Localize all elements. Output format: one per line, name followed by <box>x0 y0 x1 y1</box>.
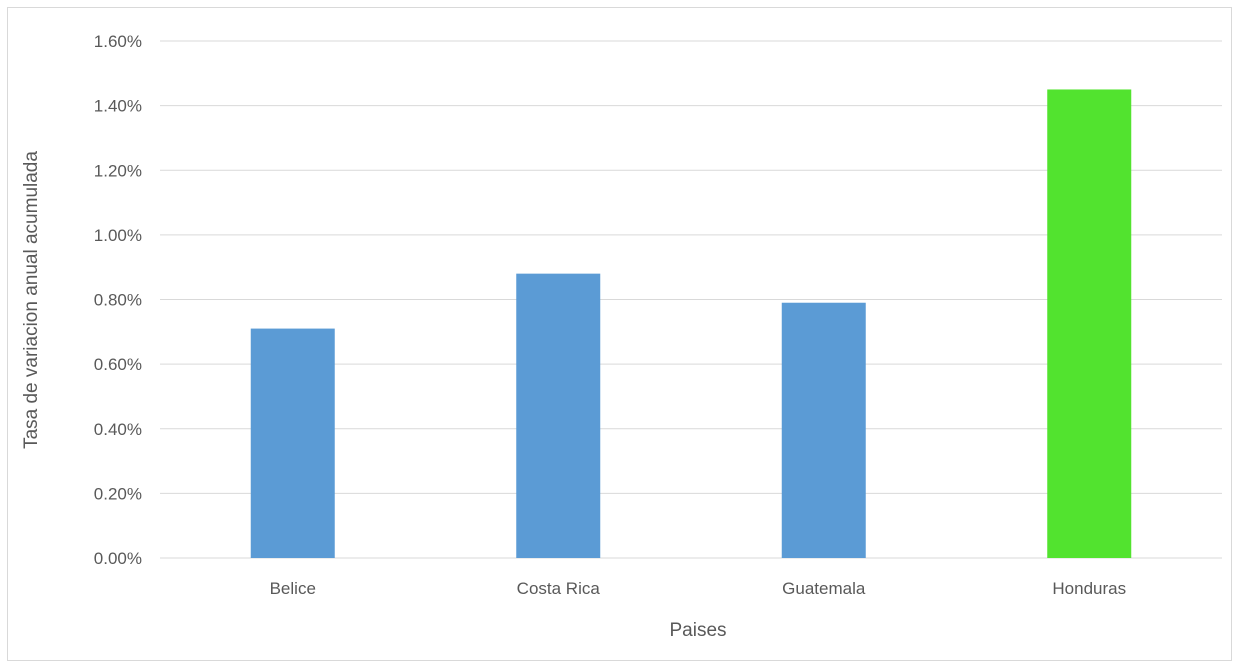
y-tick-label: 0.20% <box>94 484 142 503</box>
y-tick-label: 0.60% <box>94 355 142 374</box>
y-tick-label: 0.00% <box>94 549 142 568</box>
y-tick-label: 1.00% <box>94 226 142 245</box>
x-axis-title: Paises <box>669 620 726 641</box>
bar-costa-rica <box>516 273 601 558</box>
y-axis-title: Tasa de variacion anual acumulada <box>21 151 42 449</box>
bar-belice <box>250 328 335 558</box>
y-tick-label: 1.60% <box>94 32 142 51</box>
x-tick-labels: Belice Costa Rica Guatemala Honduras <box>270 579 1127 598</box>
chart-frame <box>7 7 1232 661</box>
y-tick-label: 0.40% <box>94 420 142 439</box>
y-tick-label: 0.80% <box>94 291 142 310</box>
bar-guatemala <box>781 302 866 558</box>
bars <box>250 89 1132 558</box>
y-tick-label: 1.20% <box>94 161 142 180</box>
x-tick-label: Belice <box>270 579 316 598</box>
x-tick-label: Costa Rica <box>517 579 601 598</box>
gridlines <box>160 40 1222 559</box>
y-tick-labels: 0.00% 0.20% 0.40% 0.60% 0.80% 1.00% 1.20% 1.40%… <box>94 32 142 568</box>
bar-honduras <box>1047 89 1132 558</box>
x-tick-label: Guatemala <box>782 579 866 598</box>
x-tick-label: Honduras <box>1052 579 1126 598</box>
y-tick-label: 1.40% <box>94 97 142 116</box>
